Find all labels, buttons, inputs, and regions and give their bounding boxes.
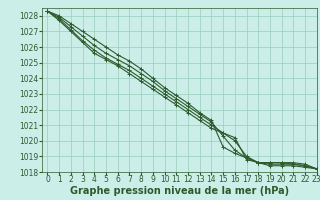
X-axis label: Graphe pression niveau de la mer (hPa): Graphe pression niveau de la mer (hPa) xyxy=(70,186,289,196)
